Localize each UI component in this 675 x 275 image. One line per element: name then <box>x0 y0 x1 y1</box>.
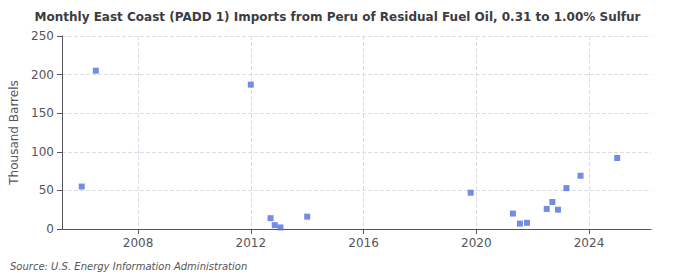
svg-text:2012: 2012 <box>236 236 267 250</box>
svg-text:Source: U.S. Energy Informatio: Source: U.S. Energy Information Administ… <box>10 261 247 272</box>
svg-text:250: 250 <box>31 29 54 43</box>
svg-text:150: 150 <box>31 106 54 120</box>
svg-text:2020: 2020 <box>461 236 492 250</box>
svg-text:2008: 2008 <box>123 236 154 250</box>
svg-text:2016: 2016 <box>348 236 379 250</box>
svg-text:2024: 2024 <box>574 236 605 250</box>
svg-text:200: 200 <box>31 68 54 82</box>
svg-text:100: 100 <box>31 145 54 159</box>
svg-text:50: 50 <box>39 183 54 197</box>
svg-text:Monthly East Coast (PADD 1) Im: Monthly East Coast (PADD 1) Imports from… <box>35 10 641 24</box>
svg-text:0: 0 <box>46 222 54 236</box>
svg-text:Thousand Barrels: Thousand Barrels <box>7 80 21 185</box>
